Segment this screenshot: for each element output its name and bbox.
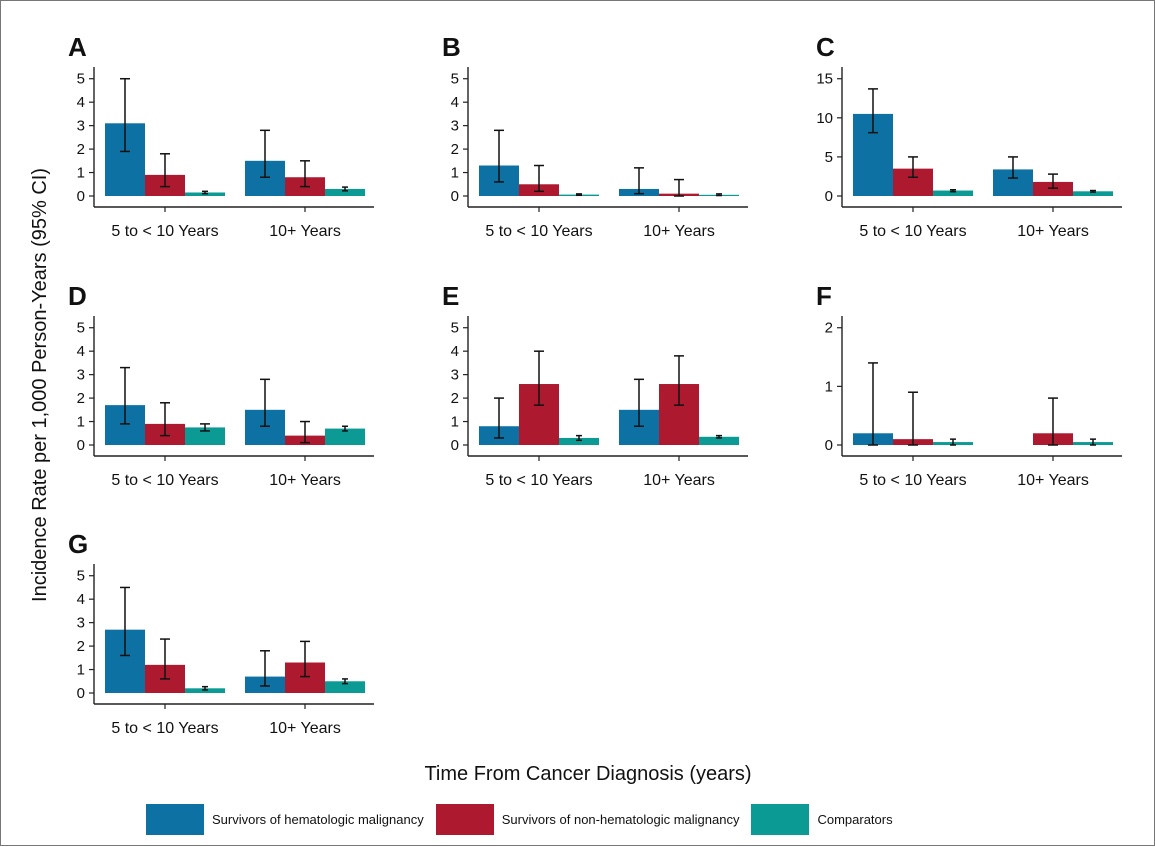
legend-item-comparators: Comparators bbox=[751, 804, 893, 835]
x-axis-title: Time From Cancer Diagnosis (years) bbox=[424, 763, 751, 785]
x-tick-label-c-0: 5 to < 10 Years bbox=[859, 223, 966, 240]
legend-swatch-comparators bbox=[751, 804, 810, 835]
bar-d-1-2 bbox=[325, 428, 365, 445]
y-tick-label-g-2: 2 bbox=[77, 638, 85, 655]
bar-c-0-2 bbox=[933, 190, 973, 196]
y-tick-label-f-1: 1 bbox=[825, 378, 833, 395]
y-tick-label-a-0: 0 bbox=[77, 188, 85, 205]
y-tick-label-b-5: 5 bbox=[451, 71, 459, 88]
y-tick-label-c-10: 10 bbox=[816, 110, 833, 127]
y-tick-label-g-4: 4 bbox=[77, 591, 85, 608]
bar-a-1-2 bbox=[325, 188, 365, 196]
y-tick-label-d-4: 4 bbox=[77, 343, 85, 360]
y-tick-label-f-0: 0 bbox=[825, 437, 833, 454]
bar-d-0-2 bbox=[185, 427, 225, 445]
y-tick-label-d-0: 0 bbox=[77, 437, 85, 454]
x-tick-label-e-0: 5 to < 10 Years bbox=[485, 472, 592, 489]
x-tick-label-e-1: 10+ Years bbox=[643, 472, 715, 489]
bar-g-1-2 bbox=[325, 681, 365, 693]
y-tick-label-e-0: 0 bbox=[451, 437, 459, 454]
bar-c-1-1 bbox=[1033, 181, 1073, 196]
y-tick-label-e-2: 2 bbox=[451, 390, 459, 407]
y-tick-label-g-5: 5 bbox=[77, 568, 85, 585]
panel-label-e: E bbox=[442, 281, 459, 311]
legend-item-non-hematologic: Survivors of non-hematologic malignancy bbox=[435, 804, 740, 835]
y-tick-label-b-4: 4 bbox=[451, 94, 459, 111]
panel-label-g: G bbox=[68, 529, 88, 559]
y-tick-label-a-3: 3 bbox=[77, 118, 85, 135]
y-tick-label-c-15: 15 bbox=[816, 71, 833, 88]
panel-label-d: D bbox=[68, 281, 87, 311]
x-tick-label-f-1: 10+ Years bbox=[1017, 472, 1089, 489]
legend-swatch-non-hematologic bbox=[435, 804, 494, 835]
x-tick-label-d-0: 5 to < 10 Years bbox=[111, 472, 218, 489]
y-tick-label-e-3: 3 bbox=[451, 367, 459, 384]
bar-e-0-2 bbox=[559, 437, 599, 445]
y-tick-label-d-1: 1 bbox=[77, 414, 85, 431]
y-tick-label-e-4: 4 bbox=[451, 343, 459, 360]
y-tick-label-a-1: 1 bbox=[77, 165, 85, 182]
x-tick-label-b-0: 5 to < 10 Years bbox=[485, 223, 592, 240]
legend-item-hematologic: Survivors of hematologic malignancy bbox=[146, 804, 424, 835]
y-tick-label-g-1: 1 bbox=[77, 662, 85, 679]
y-tick-label-b-0: 0 bbox=[451, 188, 459, 205]
y-tick-label-b-3: 3 bbox=[451, 118, 459, 135]
y-tick-label-a-4: 4 bbox=[77, 94, 85, 111]
legend-swatch-hematologic bbox=[146, 804, 204, 835]
x-tick-label-f-0: 5 to < 10 Years bbox=[859, 472, 966, 489]
panel-label-f: F bbox=[816, 281, 832, 311]
bar-e-1-2 bbox=[699, 436, 739, 445]
y-tick-label-a-2: 2 bbox=[77, 141, 85, 158]
x-tick-label-b-1: 10+ Years bbox=[643, 223, 715, 240]
y-tick-label-e-5: 5 bbox=[451, 320, 459, 337]
y-tick-label-g-3: 3 bbox=[77, 615, 85, 632]
x-tick-label-g-1: 10+ Years bbox=[269, 720, 341, 737]
y-tick-label-f-2: 2 bbox=[825, 320, 833, 337]
panel-label-c: C bbox=[816, 32, 835, 62]
y-tick-label-e-1: 1 bbox=[451, 414, 459, 431]
x-tick-label-a-1: 10+ Years bbox=[269, 223, 341, 240]
legend-label-non-hematologic: Survivors of non-hematologic malignancy bbox=[501, 812, 740, 827]
y-axis-title: Incidence Rate per 1,000 Person-Years (9… bbox=[29, 168, 51, 602]
x-tick-label-g-0: 5 to < 10 Years bbox=[111, 720, 218, 737]
legend: Survivors of hematologic malignancy Surv… bbox=[146, 804, 905, 835]
y-tick-label-b-1: 1 bbox=[451, 165, 459, 182]
bar-c-1-2 bbox=[1073, 191, 1113, 196]
x-tick-label-c-1: 10+ Years bbox=[1017, 223, 1089, 240]
panel-label-a: A bbox=[68, 32, 87, 62]
y-tick-label-b-2: 2 bbox=[451, 141, 459, 158]
y-tick-label-c-0: 0 bbox=[825, 188, 833, 205]
y-tick-label-d-5: 5 bbox=[77, 320, 85, 337]
legend-label-hematologic: Survivors of hematologic malignancy bbox=[212, 812, 424, 827]
legend-label-comparators: Comparators bbox=[817, 812, 893, 827]
x-tick-label-a-0: 5 to < 10 Years bbox=[111, 223, 218, 240]
x-tick-label-d-1: 10+ Years bbox=[269, 472, 341, 489]
y-tick-label-d-2: 2 bbox=[77, 390, 85, 407]
y-tick-label-g-0: 0 bbox=[77, 685, 85, 702]
y-tick-label-a-5: 5 bbox=[77, 71, 85, 88]
panel-label-b: B bbox=[442, 32, 461, 62]
y-tick-label-c-5: 5 bbox=[825, 149, 833, 166]
y-tick-label-d-3: 3 bbox=[77, 367, 85, 384]
